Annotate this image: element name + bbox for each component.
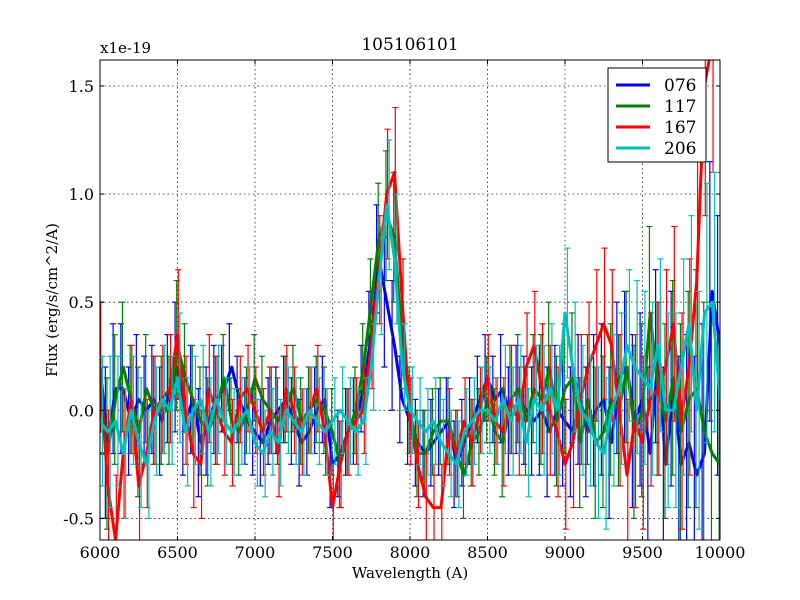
- chart-title: 105106101: [361, 35, 458, 55]
- y-tick-label: 0.5: [69, 293, 94, 312]
- legend-label-076: 076: [664, 76, 696, 96]
- legend-item-117: 117: [616, 97, 696, 117]
- legend-label-167: 167: [664, 118, 696, 138]
- x-tick-label: 9500: [622, 543, 663, 562]
- x-tick-label: 6500: [157, 543, 198, 562]
- legend-label-206: 206: [664, 139, 696, 159]
- x-tick-label: 10000: [695, 543, 746, 562]
- x-tick-label: 7500: [312, 543, 353, 562]
- x-tick-label: 9000: [545, 543, 586, 562]
- y-tick-label: 1.0: [69, 185, 94, 204]
- y-tick-label: 1.5: [69, 77, 94, 96]
- x-tick-label: 8000: [390, 543, 431, 562]
- series-line-206: [100, 203, 720, 466]
- plot-frame: [99, 59, 721, 541]
- y-tick-label: -0.5: [63, 509, 94, 528]
- y-scale-label: x1e-19: [100, 39, 151, 57]
- y-tick-label: 0.0: [69, 401, 94, 420]
- x-axis-title: Wavelength (A): [352, 564, 468, 582]
- legend: 076 117 167 206: [607, 67, 707, 163]
- legend-label-117: 117: [664, 97, 696, 117]
- x-tick-label: 8500: [467, 543, 508, 562]
- legend-item-167: 167: [616, 118, 696, 138]
- legend-item-206: 206: [616, 139, 696, 159]
- series-layer: [100, 60, 720, 540]
- axis-ticks: 6000 6500 7000 7500 8000 8500 9000 9500 10000 -0.…: [63, 60, 745, 562]
- y-axis-title: Flux (erg/s/cm^2/A): [43, 223, 61, 377]
- x-tick-label: 7000: [235, 543, 276, 562]
- series-206: [100, 139, 720, 530]
- legend-item-076: 076: [616, 76, 696, 96]
- x-tick-label: 6000: [80, 543, 121, 562]
